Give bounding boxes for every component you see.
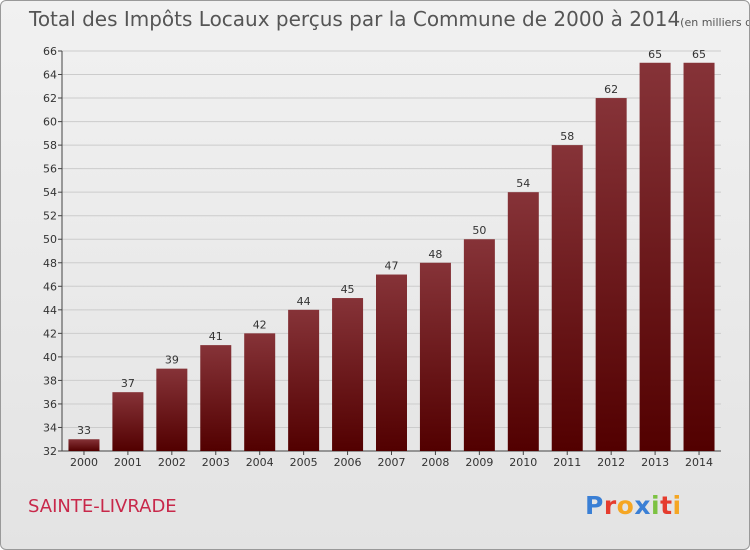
bar-value-label: 58 (560, 130, 574, 143)
y-tick-label: 34 (43, 421, 57, 434)
bar (463, 239, 495, 451)
x-tick-label: 2009 (465, 456, 493, 469)
chart-title-row: Total des Impôts Locaux perçus par la Co… (29, 7, 749, 31)
x-tick-label: 2007 (378, 456, 406, 469)
bar-value-label: 48 (428, 248, 442, 261)
x-tick-label: 2010 (509, 456, 537, 469)
x-tick-label: 2002 (158, 456, 186, 469)
y-tick-label: 46 (43, 280, 57, 293)
bar-value-label: 50 (472, 224, 486, 237)
logo-letter: i (672, 491, 682, 520)
logo-letter: i (651, 491, 661, 520)
logo-letter: x (634, 491, 651, 520)
chart-unit: (en milliers d'€) (680, 16, 749, 29)
bar (332, 298, 364, 451)
logo-letter: o (616, 491, 635, 520)
bar-value-label: 39 (165, 354, 179, 367)
y-tick-label: 56 (43, 163, 57, 176)
y-tick-label: 62 (43, 92, 57, 105)
y-tick-label: 38 (43, 374, 57, 387)
y-tick-label: 60 (43, 116, 57, 129)
bar-value-label: 54 (516, 177, 530, 190)
y-tick-label: 32 (43, 445, 57, 458)
bar (68, 439, 100, 451)
logo-letter: P (585, 491, 604, 520)
bar (683, 62, 715, 451)
x-tick-label: 2001 (114, 456, 142, 469)
x-tick-label: 2013 (641, 456, 669, 469)
chart-title: Total des Impôts Locaux perçus par la Co… (29, 7, 681, 31)
bar-value-label: 33 (77, 424, 91, 437)
x-tick-label: 2004 (246, 456, 274, 469)
proxiti-logo: Proxiti (585, 491, 682, 520)
x-tick-label: 2006 (334, 456, 362, 469)
bar (288, 309, 320, 451)
y-tick-label: 52 (43, 210, 57, 223)
logo-letter: t (660, 491, 673, 520)
x-tick-label: 2003 (202, 456, 230, 469)
y-tick-label: 58 (43, 139, 57, 152)
x-tick-label: 2014 (685, 456, 713, 469)
bar-value-label: 62 (604, 83, 618, 96)
bar-value-label: 41 (209, 330, 223, 343)
y-tick-label: 50 (43, 233, 57, 246)
bar-value-label: 47 (385, 260, 399, 273)
bar-value-label: 37 (121, 377, 135, 390)
y-tick-label: 48 (43, 257, 57, 270)
x-tick-label: 2008 (421, 456, 449, 469)
bar (551, 145, 583, 451)
y-tick-label: 40 (43, 351, 57, 364)
bar (639, 62, 671, 451)
y-tick-label: 66 (43, 45, 57, 58)
x-tick-label: 2005 (290, 456, 318, 469)
y-tick-label: 36 (43, 398, 57, 411)
bar (200, 345, 232, 451)
x-tick-label: 2011 (553, 456, 581, 469)
bar (112, 392, 144, 451)
x-tick-label: 2012 (597, 456, 625, 469)
commune-name: SAINTE-LIVRADE (28, 496, 177, 517)
bar-value-label: 42 (253, 318, 267, 331)
y-tick-label: 64 (43, 69, 57, 82)
bar (244, 333, 276, 451)
logo-letter: r (603, 491, 617, 520)
bar-value-label: 65 (692, 48, 706, 61)
y-tick-label: 42 (43, 327, 57, 340)
bar-value-label: 45 (341, 283, 355, 296)
bar (156, 368, 188, 451)
bar (419, 262, 451, 451)
y-tick-label: 54 (43, 186, 57, 199)
bar-value-label: 44 (297, 295, 311, 308)
y-tick-label: 44 (43, 304, 57, 317)
bar (595, 98, 627, 451)
bar-value-label: 65 (648, 48, 662, 61)
bar (507, 192, 539, 452)
bar (376, 274, 407, 451)
x-tick-label: 2000 (70, 456, 98, 469)
